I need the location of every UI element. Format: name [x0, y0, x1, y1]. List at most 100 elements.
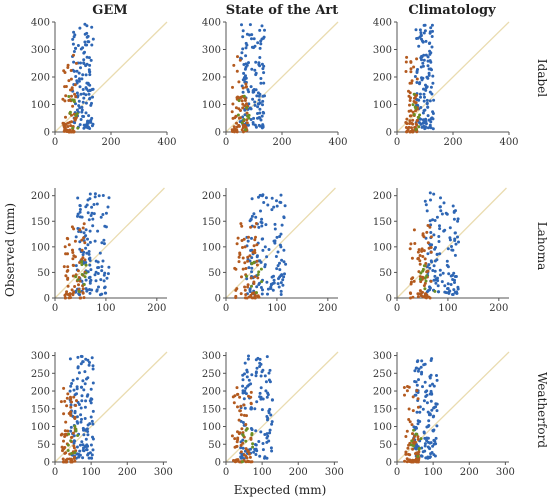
scatter-point — [261, 110, 265, 114]
scatter-point — [251, 250, 255, 254]
scatter-point — [66, 125, 70, 128]
scatter-point — [267, 371, 271, 375]
scatter-point — [243, 406, 247, 410]
x-tick-label: 200 — [289, 467, 308, 478]
scatter-point — [246, 123, 250, 127]
scatter-point — [78, 208, 82, 211]
scatter-point — [88, 256, 92, 260]
scatter-point — [422, 31, 426, 35]
scatter-point — [429, 120, 433, 124]
scatter-point — [242, 76, 246, 80]
scatter-point — [248, 455, 252, 459]
scatter-point — [431, 382, 434, 386]
scatter-point — [69, 384, 73, 388]
scatter-point — [445, 212, 449, 216]
scatter-point — [246, 239, 250, 243]
y-tick-label: 150 — [373, 217, 392, 228]
scatter-point — [63, 99, 67, 103]
scatter-point — [88, 291, 92, 295]
scatter-point — [435, 378, 439, 382]
scatter-point — [265, 255, 269, 259]
scatter-point — [71, 104, 75, 108]
scatter-point — [266, 292, 269, 296]
scatter-point — [271, 288, 275, 292]
scatter-point — [90, 356, 94, 360]
scatter-point — [84, 111, 88, 115]
scatter-point — [259, 39, 263, 43]
scatter-point — [78, 228, 82, 232]
scatter-point — [423, 257, 427, 261]
scatter-point — [258, 46, 262, 50]
scatter-point — [431, 110, 435, 114]
scatter-point — [270, 208, 274, 212]
scatter-point — [428, 286, 432, 290]
scatter-point — [241, 434, 245, 437]
scatter-point — [74, 264, 78, 268]
scatter-point — [239, 222, 243, 226]
scatter-point — [440, 280, 444, 284]
scatter-point — [81, 426, 85, 430]
scatter-point — [416, 419, 420, 423]
scatter-point — [265, 355, 269, 359]
scatter-point — [414, 457, 418, 461]
scatter-point — [69, 405, 73, 409]
scatter-point — [59, 400, 63, 404]
scatter-point — [416, 115, 420, 119]
scatter-point — [417, 447, 421, 451]
scatter-point — [240, 128, 244, 132]
scatter-point — [266, 203, 270, 207]
y-tick-label: 50 — [208, 268, 221, 279]
scatter-point — [86, 211, 90, 215]
scatter-point — [73, 455, 76, 459]
scatter-point — [272, 278, 276, 282]
scatter-point — [239, 109, 242, 112]
x-tick-label: 200 — [272, 137, 291, 148]
scatter-point — [100, 269, 104, 273]
scatter-point — [241, 123, 245, 127]
scatter-point — [232, 125, 236, 129]
scatter-point — [433, 439, 437, 443]
y-tick-label: 50 — [379, 268, 392, 279]
scatter-point — [255, 291, 258, 295]
scatter-point — [75, 399, 78, 403]
x-tick-label: 200 — [147, 303, 166, 314]
scatter-point — [91, 409, 95, 413]
scatter-point — [403, 459, 407, 463]
scatter-point — [278, 200, 282, 204]
column-title-state-of-the-art: State of the Art — [226, 3, 339, 18]
scatter-point — [253, 248, 257, 252]
scatter-point — [405, 429, 409, 433]
scatter-point — [91, 422, 95, 426]
scatter-point — [77, 276, 81, 279]
y-tick-label: 0 — [386, 294, 392, 305]
x-tick-label: 300 — [496, 467, 515, 478]
scatter-point — [70, 94, 73, 98]
scatter-point — [84, 43, 87, 47]
scatter-point — [260, 114, 264, 118]
scatter-point — [245, 102, 248, 106]
scatter-point — [428, 123, 432, 127]
scatter-point — [431, 218, 435, 222]
y-tick-label: 50 — [379, 440, 392, 451]
scatter-point — [242, 237, 246, 241]
scatter-point — [90, 205, 94, 209]
scatter-point — [404, 70, 408, 73]
scatter-point — [88, 288, 91, 291]
scatter-point — [75, 377, 79, 381]
scatter-point — [72, 388, 76, 392]
scatter-point — [67, 243, 71, 247]
scatter-point — [257, 440, 261, 443]
scatter-point — [261, 248, 265, 252]
scatter-point — [79, 362, 83, 366]
scatter-point — [284, 262, 288, 266]
scatter-point — [71, 292, 75, 296]
scatter-point — [423, 444, 427, 448]
scatter-point — [85, 289, 89, 293]
scatter-point — [272, 274, 275, 278]
scatter-point — [83, 382, 87, 386]
scatter-point — [430, 68, 433, 72]
scatter-point — [94, 279, 98, 283]
scatter-point — [87, 363, 91, 367]
scatter-point — [420, 249, 424, 253]
scatter-point — [93, 273, 97, 277]
